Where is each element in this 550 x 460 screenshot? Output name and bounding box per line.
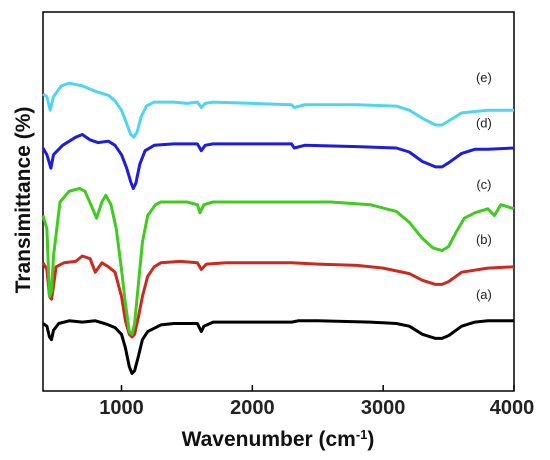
curve-label-a: (a): [476, 287, 492, 302]
curve-labels-group: (a) (b) (c) (d) (e): [476, 70, 492, 302]
plot-area-frame: [42, 11, 515, 392]
x-tick-label: 2000: [230, 397, 275, 419]
x-tick-label: 3000: [361, 397, 406, 419]
x-axis-title: Wavenumber (cm-1): [182, 427, 375, 452]
x-ticks-group: 1000 2000 3000 4000: [99, 385, 534, 419]
series-line-a: [42, 319, 514, 375]
y-axis-title: Transimittance (%): [12, 107, 35, 294]
curve-label-c: (c): [476, 177, 491, 192]
curves-group: [41, 81, 515, 375]
curve-label-b: (b): [476, 232, 492, 247]
series-line-c: [41, 187, 515, 336]
curve-label-e: (e): [476, 70, 492, 85]
series-line-d: [41, 133, 515, 190]
series-line-e: [42, 81, 514, 139]
curve-label-d: (d): [476, 115, 492, 130]
x-tick-label: 4000: [490, 397, 535, 419]
series-line-b: [41, 254, 515, 339]
x-tick-label: 1000: [99, 397, 144, 419]
